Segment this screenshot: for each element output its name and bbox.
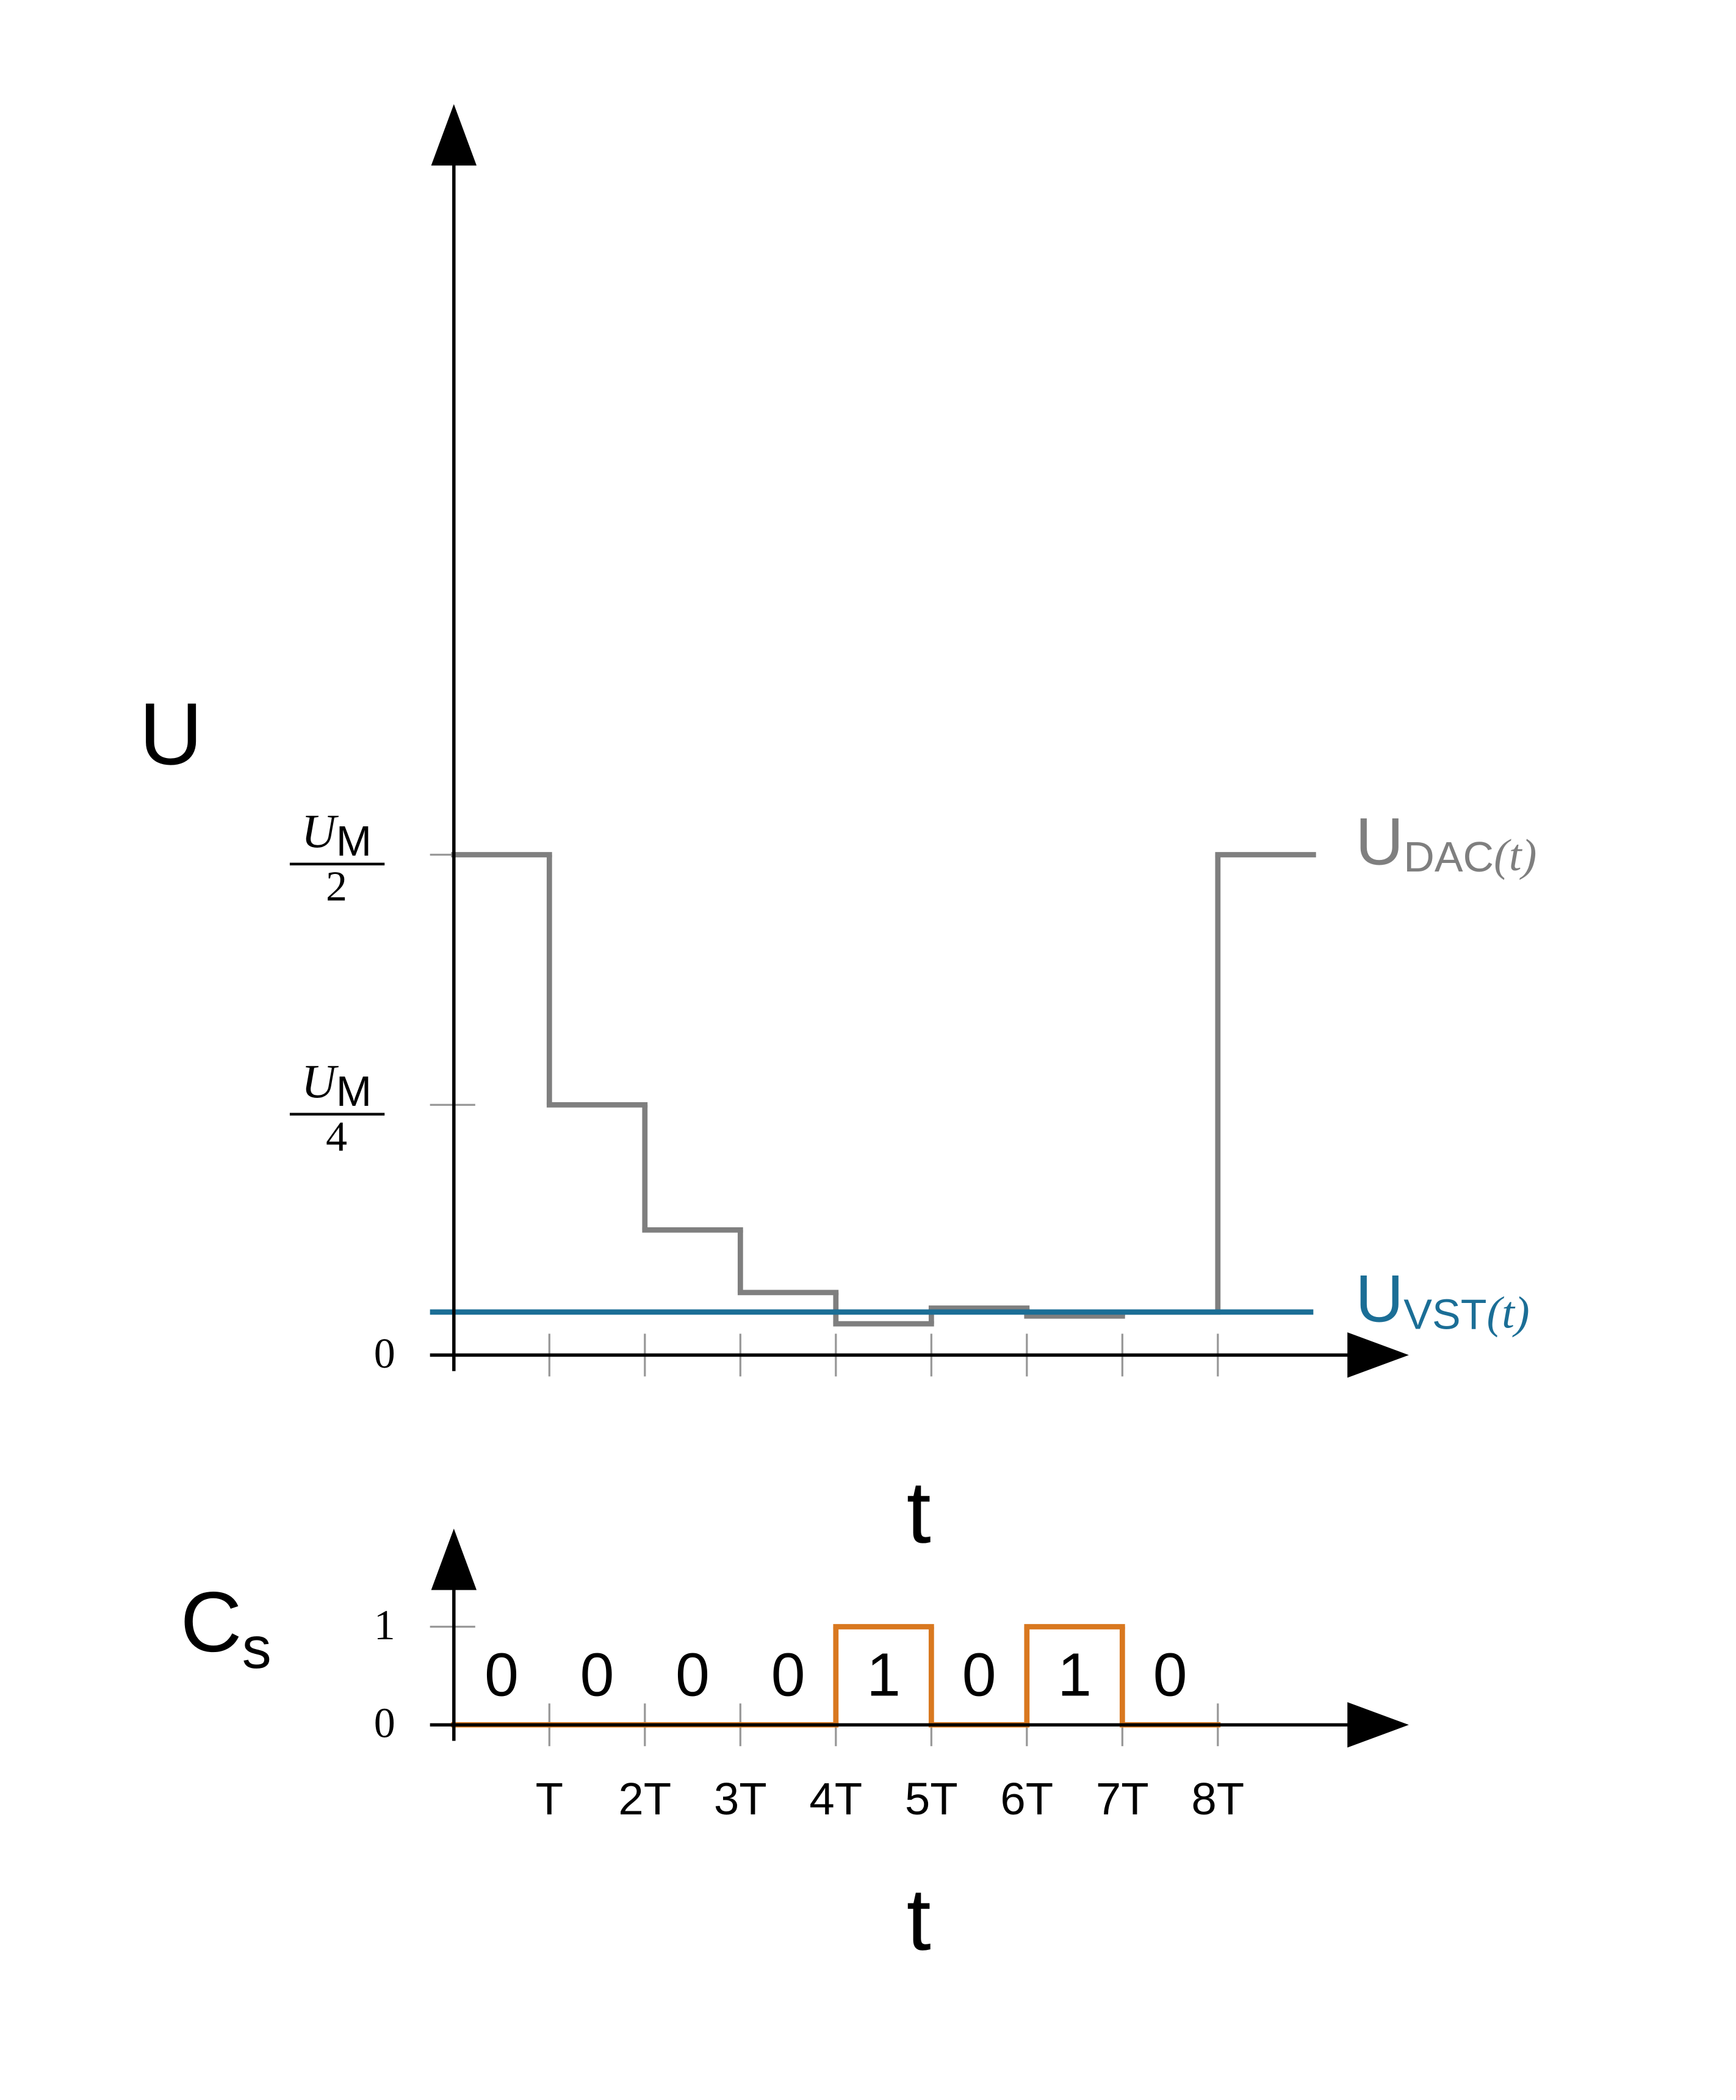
y-tick-label: 0 [374,1700,395,1747]
y-axis-label: Cs [180,1574,271,1681]
y-tick-label: 1 [374,1602,395,1649]
numerator-subscript: M [336,817,372,864]
x-tick-label: 7T [1096,1773,1149,1824]
value-label: 1 [866,1641,901,1709]
y-tick-label: UM4 [289,1055,385,1161]
legend-sub: DAC [1403,833,1494,881]
value-label: 0 [580,1641,614,1709]
x-tick-label: 4T [809,1773,862,1824]
x-tick-label: T [536,1773,563,1824]
value-label: 0 [484,1641,519,1709]
fraction-denominator: 4 [326,1114,347,1161]
numerator-subscript: M [336,1067,372,1114]
x-tick-label: 2T [618,1773,671,1824]
y-tick-label: UM2 [289,805,385,911]
legend-arg: (t) [1486,1288,1529,1338]
x-tick-label: 6T [1000,1773,1053,1824]
y-axis-label-main: C [180,1574,242,1670]
fraction-denominator: 2 [326,864,347,911]
y-axis-label-sub: s [242,1616,272,1681]
fraction-numerator: UM [301,1055,372,1115]
legend-label: UVST(t) [1355,1262,1529,1338]
x-axis-label: t [907,1870,931,1969]
legend-main: U [1355,1262,1403,1337]
numerator-symbol: U [301,1055,339,1108]
value-label: 0 [1153,1641,1187,1709]
x-axis-arrow [1347,1702,1409,1748]
series: UVST(t) [430,1262,1530,1338]
legend-main: U [1355,804,1403,879]
legend-sub: VST [1403,1290,1486,1338]
numerator-symbol: U [301,805,339,858]
value-label: 1 [1057,1641,1092,1709]
fraction-numerator: UM [301,805,372,865]
value-label: 0 [771,1641,805,1709]
x-axis-arrow [1347,1332,1409,1378]
x-axis-label: t [907,1463,931,1562]
legend-arg: (t) [1494,831,1536,881]
x-tick-label: 5T [905,1773,958,1824]
y-axis-arrow [431,104,477,166]
x-tick-label: 3T [714,1773,767,1824]
value-label: 0 [675,1641,710,1709]
y-axis-arrow [431,1528,477,1590]
legend-label: UDAC(t) [1355,804,1536,881]
x-tick-label: 8T [1191,1773,1244,1824]
value-label: 0 [962,1641,996,1709]
y-tick-label: 0 [374,1330,395,1377]
y-axis-label: U [139,684,203,783]
